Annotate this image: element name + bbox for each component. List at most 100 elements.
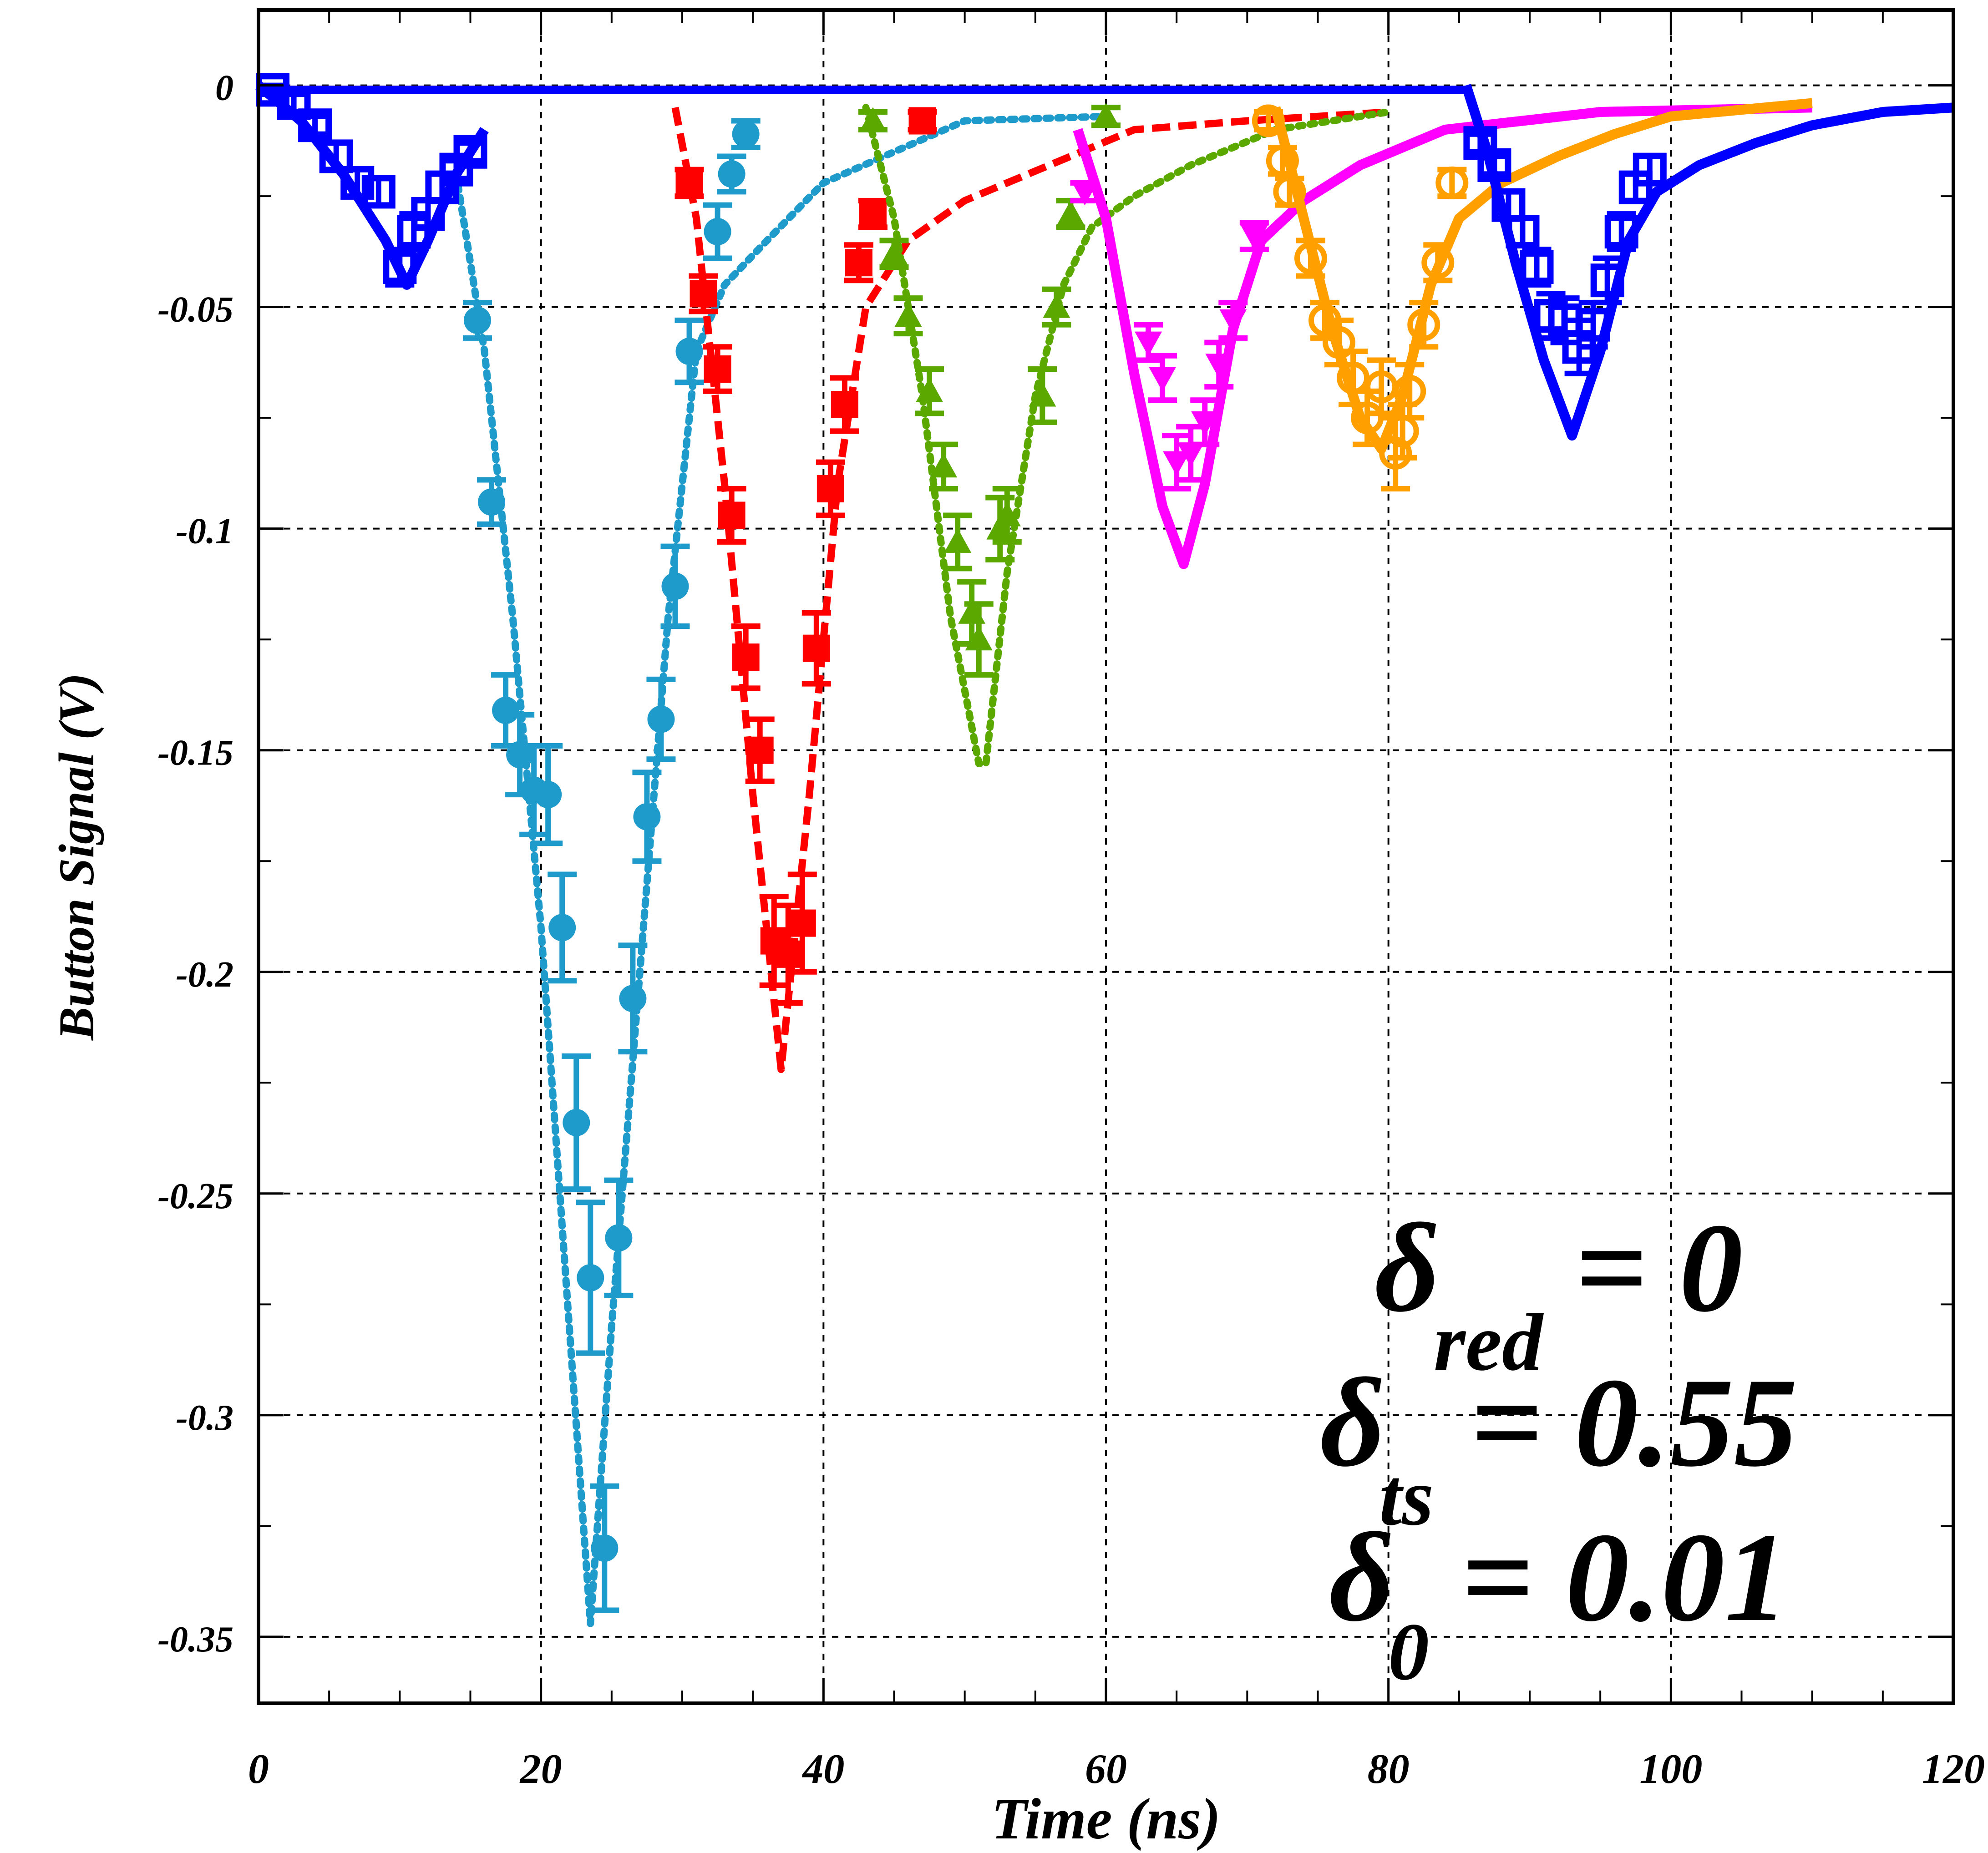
data-point	[675, 338, 703, 365]
data-point	[1135, 331, 1162, 356]
data-point	[534, 781, 562, 809]
data-point	[383, 250, 417, 284]
x-axis-label: Time (ns)	[991, 1787, 1221, 1851]
data-point	[1191, 411, 1219, 436]
y-tick-labels: 0 -0.05 -0.1 -0.15 -0.2 -0.25 -0.3 -0.35	[157, 68, 233, 1660]
series-bunch-1	[259, 86, 1110, 1627]
annotation-value: = 0.55	[1470, 1352, 1798, 1493]
series-early-overlap-group	[255, 73, 489, 290]
data-point	[563, 1109, 590, 1136]
data-point	[732, 120, 760, 148]
data-point	[908, 107, 936, 135]
data-point	[1266, 144, 1299, 177]
data-point	[774, 940, 802, 968]
data-point	[464, 306, 492, 334]
data-point	[802, 634, 830, 662]
model-curve	[452, 112, 1110, 1627]
y-tick-label: -0.3	[176, 1398, 233, 1438]
model-curve	[862, 104, 1392, 767]
data-point	[1057, 200, 1085, 225]
data-point	[845, 249, 872, 277]
y-tick-label: -0.15	[157, 733, 233, 773]
data-point	[1393, 375, 1426, 408]
data-point	[1435, 166, 1469, 199]
y-tick-label: -0.2	[176, 955, 233, 995]
data-point	[704, 218, 731, 246]
annotation-subscript: ts	[1379, 1452, 1434, 1542]
data-point	[894, 302, 922, 327]
data-point	[746, 736, 774, 764]
data-point	[1043, 293, 1070, 318]
data-point	[619, 985, 647, 1013]
x-tick-label: 100	[1639, 1746, 1702, 1792]
data-point	[690, 280, 717, 308]
data-point	[1604, 215, 1638, 249]
data-point	[1633, 152, 1667, 187]
data-point	[647, 705, 675, 733]
data-point	[965, 626, 993, 651]
data-point	[704, 355, 731, 383]
model-curve	[671, 106, 1389, 1073]
model-curve	[1073, 102, 1812, 569]
x-tick-labels: 0 20 40 60 80 100 120	[248, 1746, 1985, 1792]
x-tick-label: 60	[1085, 1746, 1127, 1792]
series-layer	[255, 73, 1954, 1627]
data-point	[1294, 242, 1327, 275]
model-curve	[1461, 84, 1954, 441]
annotation-subscript: red	[1434, 1297, 1544, 1387]
data-point	[1520, 250, 1554, 284]
data-point	[661, 572, 689, 600]
data-point	[1421, 246, 1455, 279]
x-tick-label: 0	[248, 1746, 269, 1792]
data-point	[1506, 215, 1540, 249]
data-point	[1149, 367, 1177, 392]
data-point	[1092, 102, 1120, 127]
x-tick-label: 80	[1368, 1746, 1410, 1792]
data-point	[548, 914, 576, 942]
data-point	[1351, 401, 1384, 435]
data-point	[298, 108, 332, 142]
data-point	[1407, 308, 1440, 341]
data-point	[675, 169, 703, 197]
data-point	[1240, 225, 1268, 250]
data-point	[1177, 442, 1205, 467]
y-tick-label: -0.35	[157, 1620, 233, 1660]
data-point	[859, 107, 887, 132]
axis-ticks	[257, 10, 1955, 1703]
data-point	[591, 1534, 619, 1562]
data-point	[1252, 104, 1285, 137]
data-point	[1477, 148, 1511, 182]
x-tick-label: 120	[1922, 1746, 1985, 1792]
x-tick-label: 20	[519, 1746, 562, 1792]
y-tick-label: 0	[215, 68, 233, 108]
data-point	[1576, 308, 1610, 342]
data-point	[916, 377, 943, 402]
data-point	[633, 803, 661, 830]
y-tick-label: -0.1	[176, 511, 233, 552]
data-point	[478, 488, 506, 516]
data-point	[492, 697, 520, 724]
series-bunch-6	[259, 84, 1954, 441]
data-point	[319, 139, 353, 173]
data-point	[1219, 309, 1247, 334]
data-point	[1273, 175, 1306, 208]
annotation-delta: δ	[1374, 1197, 1440, 1338]
data-point	[361, 175, 396, 209]
annotation-value: = 0	[1575, 1197, 1743, 1338]
data-point	[577, 1264, 604, 1291]
data-point	[605, 1224, 633, 1252]
data-point	[1029, 382, 1056, 407]
data-point	[993, 501, 1021, 527]
annotation-value: = 0.01	[1461, 1506, 1789, 1648]
annotation-delta: δ	[1329, 1506, 1394, 1648]
data-point	[944, 528, 972, 553]
data-point	[453, 135, 487, 169]
data-point	[1071, 181, 1099, 206]
data-point	[718, 160, 746, 188]
y-tick-label: -0.25	[157, 1176, 233, 1216]
annotation-delta: δ	[1320, 1352, 1385, 1493]
y-axis-label: Button Signal (V)	[49, 673, 104, 1041]
data-point	[277, 86, 311, 120]
data-point	[831, 390, 858, 418]
